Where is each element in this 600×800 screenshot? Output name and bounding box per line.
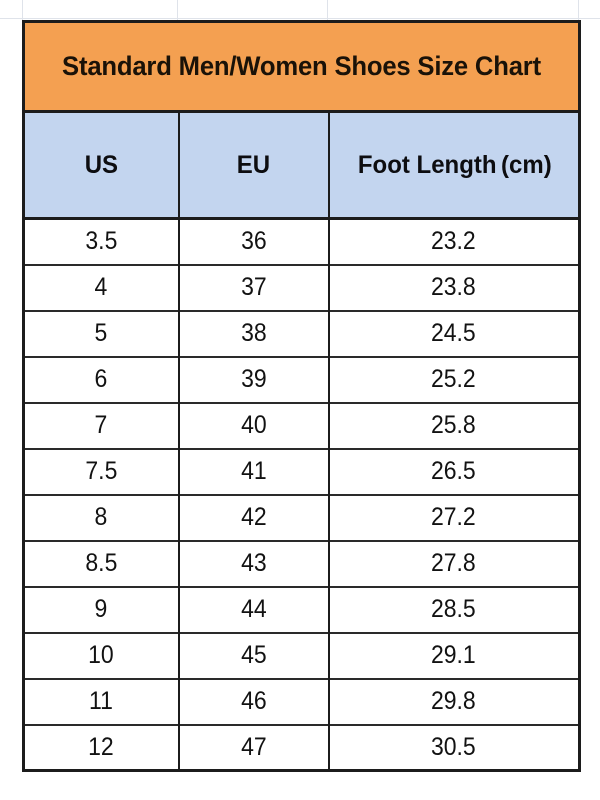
cell-us: 10 [23,631,180,679]
cell-foot_length: 29.8 [328,677,580,725]
cell-value: 12 [88,732,115,761]
cell-eu: 38 [178,309,330,357]
column-header-foot_length: Foot Length (cm) [328,111,580,220]
cell-foot_length: 27.8 [328,539,580,587]
cell-value: 29.8 [431,687,477,715]
cell-value: 24.5 [431,319,477,347]
table-row: 7.5 41 26.5 [23,447,580,495]
column-header-us: US [23,111,180,220]
cell-eu: 45 [178,631,330,679]
cell-us: 8.5 [23,539,180,587]
cell-value: 6 [94,365,108,393]
cell-foot_length: 24.5 [328,309,580,357]
cell-eu: 37 [178,263,330,311]
cell-eu: 42 [178,493,330,541]
cell-value: 41 [240,457,267,485]
cell-value: 8.5 [85,549,118,577]
cell-value: 47 [240,732,267,761]
table-row: 8.5 43 27.8 [23,539,580,587]
cell-eu: 44 [178,585,330,633]
cell-value: 44 [240,595,267,623]
cell-value: 11 [89,687,114,715]
shoe-size-table: Standard Men/Women Shoes Size Chart US EU… [22,20,581,772]
chart-title-cell: Standard Men/Women Shoes Size Chart [23,21,580,113]
cell-value: 5 [94,319,108,347]
cell-foot_length: 25.8 [328,401,580,449]
cell-value: 43 [240,549,267,577]
cell-value: 45 [240,641,267,669]
cell-eu: 41 [178,447,330,495]
table-header-row: US EU Foot Length (cm) [23,111,580,220]
cell-foot_length: 28.5 [328,585,580,633]
gridline-horizontal [0,18,600,19]
cell-value: 25.8 [431,411,477,439]
cell-value: 37 [240,273,267,301]
size-chart-container: Standard Men/Women Shoes Size Chart US EU… [22,20,581,772]
cell-value: 8 [94,503,108,531]
cell-value: 4 [94,273,108,301]
cell-value: 25.2 [431,365,477,393]
cell-eu: 40 [178,401,330,449]
cell-value: 23.8 [431,273,477,301]
page-title: Standard Men/Women Shoes Size Chart [62,50,541,81]
table-row: 11 46 29.8 [23,677,580,725]
cell-foot_length: 30.5 [328,723,580,771]
cell-value: 39 [240,365,267,393]
cell-value: 23.2 [431,227,477,256]
cell-value: 38 [240,319,267,347]
cell-us: 3.5 [23,217,180,265]
cell-value: 42 [240,503,267,531]
cell-value: 30.5 [431,732,477,761]
cell-foot_length: 29.1 [328,631,580,679]
column-header-unit: (cm) [500,150,552,179]
cell-eu: 43 [178,539,330,587]
cell-value: 7 [94,411,108,439]
column-header-label: US [84,150,118,179]
cell-value: 29.1 [431,641,477,669]
cell-eu: 39 [178,355,330,403]
table-row: 6 39 25.2 [23,355,580,403]
table-row: 12 47 30.5 [23,723,580,771]
cell-us: 7.5 [23,447,180,495]
cell-value: 28.5 [431,595,477,623]
cell-value: 46 [240,687,267,715]
table-row: 9 44 28.5 [23,585,580,633]
column-header-label: EU [236,150,271,179]
cell-us: 11 [23,677,180,725]
cell-value: 36 [240,227,267,256]
cell-foot_length: 26.5 [328,447,580,495]
column-header-eu: EU [178,111,330,220]
cell-value: 26.5 [431,457,477,485]
table-row: 4 37 23.8 [23,263,580,311]
cell-value: 3.5 [85,227,118,256]
cell-foot_length: 27.2 [328,493,580,541]
cell-us: 4 [23,263,180,311]
cell-value: 7.5 [85,457,118,485]
cell-value: 9 [94,595,108,623]
cell-value: 40 [240,411,267,439]
cell-us: 8 [23,493,180,541]
cell-us: 12 [23,723,180,771]
cell-value: 27.8 [431,549,477,577]
cell-eu: 36 [178,217,330,265]
table-row: 7 40 25.8 [23,401,580,449]
chart-title-row: Standard Men/Women Shoes Size Chart [23,21,580,113]
table-row: 3.5 36 23.2 [23,217,580,265]
cell-us: 6 [23,355,180,403]
cell-eu: 46 [178,677,330,725]
column-header-label: Foot Length [358,150,497,179]
cell-value: 27.2 [431,503,477,531]
cell-us: 7 [23,401,180,449]
cell-value: 10 [88,641,115,669]
cell-foot_length: 25.2 [328,355,580,403]
cell-foot_length: 23.2 [328,217,580,265]
cell-eu: 47 [178,723,330,771]
table-row: 8 42 27.2 [23,493,580,541]
cell-foot_length: 23.8 [328,263,580,311]
cell-us: 5 [23,309,180,357]
cell-us: 9 [23,585,180,633]
table-row: 5 38 24.5 [23,309,580,357]
table-row: 10 45 29.1 [23,631,580,679]
